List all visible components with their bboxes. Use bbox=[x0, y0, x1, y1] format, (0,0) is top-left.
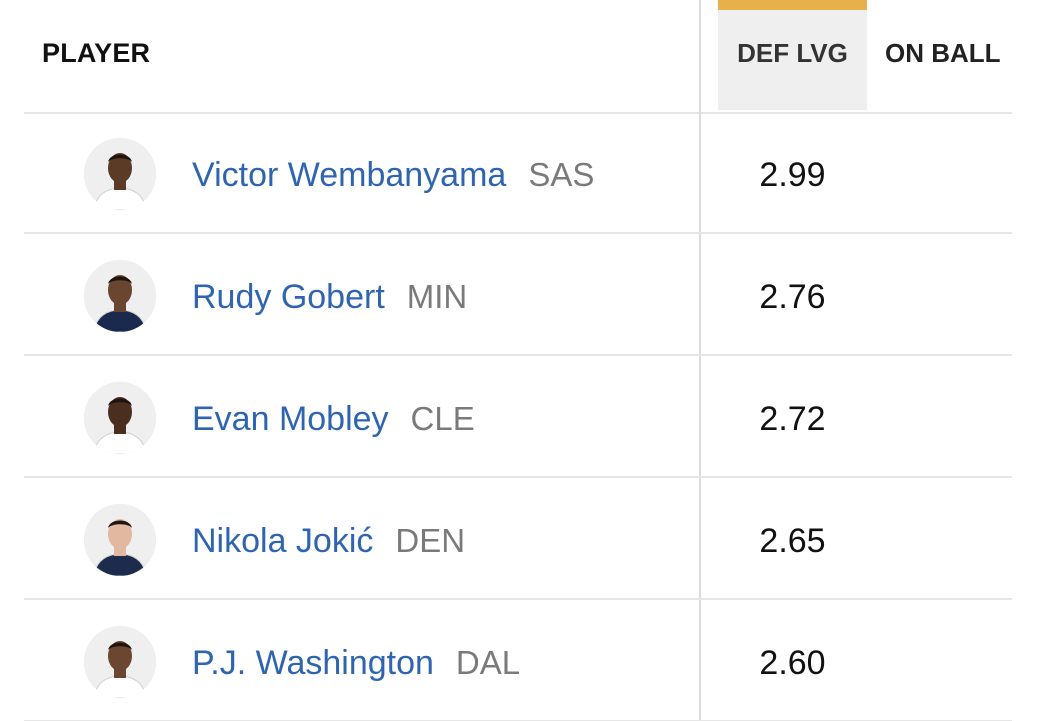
player-name: Victor Wembanyama bbox=[192, 156, 507, 194]
player-name-link[interactable]: Victor Wembanyama SAS bbox=[192, 156, 594, 195]
column-header-on-ball[interactable]: ON BALL bbox=[885, 38, 1001, 68]
column-header-def-lvg-label: DEF LVG bbox=[737, 38, 848, 68]
player-name-link[interactable]: Rudy Gobert MIN bbox=[192, 278, 467, 317]
column-header-player[interactable]: PLAYER bbox=[42, 38, 151, 68]
player-headshot-icon bbox=[84, 382, 156, 454]
table-row: Victor Wembanyama SAS 2.99 bbox=[24, 114, 1012, 234]
player-headshot-icon bbox=[84, 504, 156, 576]
table-row: Nikola Jokić DEN 2.65 bbox=[24, 480, 1012, 600]
table-row: P.J. Washington DAL 2.60 bbox=[24, 602, 1012, 721]
column-divider bbox=[699, 0, 701, 721]
player-headshot-icon bbox=[84, 138, 156, 210]
row-divider bbox=[24, 354, 1012, 356]
def-lvg-value: 2.99 bbox=[759, 156, 826, 194]
def-lvg-value: 2.72 bbox=[759, 400, 826, 438]
player-headshot-icon bbox=[84, 260, 156, 332]
player-name-link[interactable]: Evan Mobley CLE bbox=[192, 400, 475, 439]
player-avatar[interactable] bbox=[84, 626, 156, 698]
row-divider bbox=[24, 232, 1012, 234]
table-row: Rudy Gobert MIN 2.76 bbox=[24, 236, 1012, 356]
player-name: Nikola Jokić bbox=[192, 522, 374, 560]
player-name: Rudy Gobert bbox=[192, 278, 385, 316]
def-lvg-value: 2.65 bbox=[759, 522, 826, 560]
team-abbreviation: SAS bbox=[528, 156, 595, 193]
team-abbreviation: MIN bbox=[406, 278, 468, 315]
def-lvg-value: 2.76 bbox=[759, 278, 826, 316]
team-abbreviation: DAL bbox=[455, 644, 521, 681]
player-name: P.J. Washington bbox=[192, 644, 434, 682]
table-header: PLAYER DEF LVG ON BALL bbox=[0, 0, 1057, 112]
table-row: Evan Mobley CLE 2.72 bbox=[24, 358, 1012, 478]
team-abbreviation: CLE bbox=[410, 400, 475, 437]
row-divider bbox=[24, 598, 1012, 600]
player-avatar[interactable] bbox=[84, 504, 156, 576]
player-avatar[interactable] bbox=[84, 138, 156, 210]
header-divider bbox=[24, 112, 1012, 114]
def-lvg-value: 2.60 bbox=[759, 644, 826, 682]
column-header-def-lvg[interactable]: DEF LVG bbox=[718, 0, 867, 110]
player-name-link[interactable]: P.J. Washington DAL bbox=[192, 644, 520, 683]
player-name: Evan Mobley bbox=[192, 400, 389, 438]
player-avatar[interactable] bbox=[84, 382, 156, 454]
player-name-link[interactable]: Nikola Jokić DEN bbox=[192, 522, 465, 561]
row-divider bbox=[24, 476, 1012, 478]
team-abbreviation: DEN bbox=[395, 522, 466, 559]
player-avatar[interactable] bbox=[84, 260, 156, 332]
player-headshot-icon bbox=[84, 626, 156, 698]
